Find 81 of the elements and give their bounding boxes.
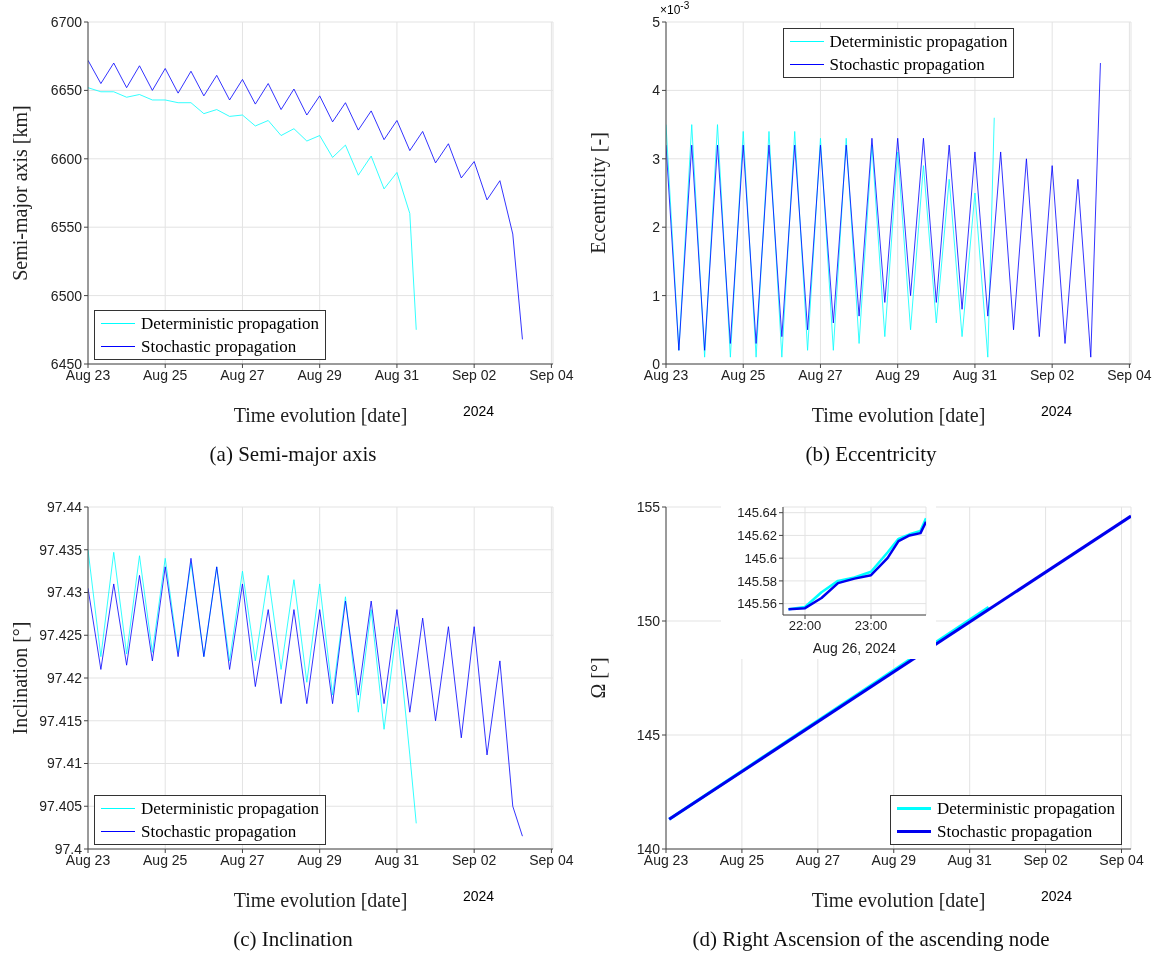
x-tick-label: Aug 25 [143, 851, 188, 868]
y-tick-label: 145 [636, 726, 661, 743]
legend-label: Deterministic propagation [141, 798, 319, 820]
line-series [88, 87, 417, 331]
y-tick-label: 6650 [50, 82, 83, 99]
y-tick-label: 2 [652, 219, 661, 236]
y-tick-label: 97.42 [46, 669, 83, 686]
y-tick-label: 97.43 [46, 584, 83, 601]
text: (d) Right Ascension of the ascending node [691, 927, 1051, 952]
y-tick-label: 97.425 [39, 627, 83, 644]
x-tick-label: Sep 04 [1099, 851, 1144, 868]
legend-label: Deterministic propagation [141, 313, 319, 335]
y-tick-label: 145.58 [737, 573, 777, 589]
line-series [88, 549, 417, 824]
y-tick-label: 6600 [50, 150, 83, 167]
y-tick-label: 145.64 [737, 505, 777, 521]
text: (c) Inclination [232, 927, 354, 952]
x-tick-label: Sep 02 [1023, 851, 1068, 868]
x-tick-label: Sep 04 [529, 366, 574, 383]
y-tick-label: 97.41 [46, 755, 83, 772]
x-axis-title: Time evolution [date] [811, 404, 986, 426]
y-tick-label: 1 [652, 287, 661, 304]
text: 2024 [1041, 403, 1073, 419]
y-tick-label: 4 [652, 82, 661, 99]
x-tick-label: Aug 27 [795, 851, 841, 868]
y-axis-title: Inclination [°] [9, 621, 32, 735]
x-tick-label: Aug 27 [220, 851, 265, 868]
x-tick-label: Aug 25 [721, 366, 766, 383]
x-tick-label: Aug 29 [875, 366, 921, 383]
x-tick-label: Aug 29 [297, 366, 343, 383]
y-axis-title: Semi-major axis [km] [9, 105, 33, 281]
y-tick-label: 6500 [50, 287, 83, 304]
legend-label: Stochastic propagation [829, 54, 985, 76]
x-tick-label: Aug 31 [374, 851, 420, 868]
y-axis-title: Eccentricity [-] [587, 132, 611, 254]
y-axis-title: Ω [°] [587, 657, 610, 699]
y-tick-label: 3 [652, 150, 661, 167]
x-tick-label: Aug 25 [143, 366, 188, 383]
x-tick-label: 23:00 [854, 618, 888, 634]
y-tick-label: 155 [636, 498, 661, 515]
y-tick-label: 145.6 [744, 550, 777, 566]
legend-label: Stochastic propagation [141, 336, 297, 358]
y-tick-label: 6550 [50, 219, 83, 236]
x-axis-title: Time evolution [date] [233, 404, 408, 426]
x-axis-title: Aug 26, 2024 [812, 640, 897, 656]
line-series [88, 59, 523, 340]
x-tick-label: Sep 02 [451, 366, 497, 383]
text: (b) Eccentricity [804, 442, 938, 467]
x-tick-label: Sep 02 [451, 851, 497, 868]
x-tick-label: Aug 25 [719, 851, 765, 868]
y-tick-label: 97.435 [39, 541, 83, 558]
y-tick-label: 150 [636, 612, 661, 629]
x-tick-label: Aug 27 [220, 366, 265, 383]
x-tick-label: Sep 02 [1029, 366, 1075, 383]
x-tick-label: Aug 31 [947, 851, 993, 868]
y-tick-label: 97.44 [46, 498, 83, 515]
x-tick-label: Aug 31 [374, 366, 420, 383]
x-tick-label: 22:00 [788, 618, 822, 634]
text: 2024 [1041, 888, 1073, 904]
x-tick-label: Aug 31 [952, 366, 998, 383]
legend-label: Deterministic propagation [829, 31, 1008, 53]
y-tick-label: 97.415 [39, 712, 83, 729]
legend-label: Stochastic propagation [141, 821, 297, 843]
x-tick-label: Sep 04 [529, 851, 574, 868]
y-tick-label: 6700 [50, 13, 83, 30]
x-tick-label: Aug 27 [798, 366, 843, 383]
y-tick-label: 5 [652, 13, 661, 30]
text: ×10$^{-3}$ [660, 0, 690, 17]
x-axis-title: Time evolution [date] [233, 889, 408, 911]
y-tick-label: 97.405 [39, 798, 83, 815]
text: 2024 [463, 888, 495, 904]
y-tick-label: 145.56 [737, 596, 777, 612]
x-tick-label: Aug 29 [871, 851, 917, 868]
legend-label: Deterministic propagation [937, 798, 1115, 820]
legend-label: Stochastic propagation [937, 821, 1093, 843]
x-tick-label: Aug 29 [297, 851, 343, 868]
text: 2024 [463, 403, 495, 419]
y-tick-label: 145.62 [737, 528, 777, 544]
x-axis-title: Time evolution [date] [811, 889, 986, 911]
text: (a) Semi-major axis [208, 442, 378, 467]
x-tick-label: Sep 04 [1107, 366, 1152, 383]
